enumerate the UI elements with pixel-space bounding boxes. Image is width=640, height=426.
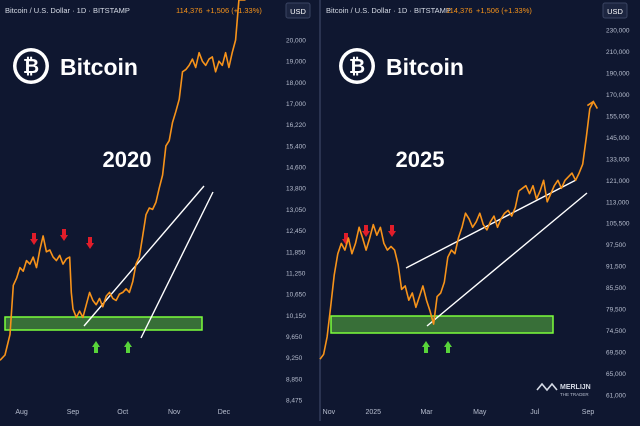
y-tick-label: 18,000: [286, 80, 306, 87]
y-tick-label: 13,050: [286, 207, 306, 214]
y-tick-label: 121,000: [606, 178, 630, 185]
x-tick-label: 2025: [365, 409, 381, 416]
brand-name: Bitcoin: [386, 54, 464, 80]
x-tick-label: Dec: [218, 409, 231, 416]
x-tick-label: May: [473, 409, 487, 416]
x-tick-label: Nov: [323, 409, 336, 416]
up-arrow-icon: [444, 341, 452, 353]
y-tick-label: 19,000: [286, 59, 306, 66]
projection-arrowhead: [586, 100, 599, 109]
down-arrow-icon: [60, 229, 68, 241]
y-tick-label: 230,000: [606, 28, 630, 35]
symbol-label: Bitcoin / U.S. Dollar · 1D · BITSTAMP: [326, 6, 451, 15]
price-series-2025: [319, 100, 599, 360]
y-tick-label: 11,250: [286, 270, 306, 277]
year-label: 2025: [396, 147, 445, 172]
y-tick-label: 145,000: [606, 135, 630, 142]
y-axis-2025: 230,000 210,000 190,000 170,000 155,000 145,0…: [606, 28, 630, 400]
y-tick-label: 9,250: [286, 355, 303, 362]
x-axis-2025: Nov 2025 Mar May Jul Sep: [323, 409, 595, 416]
red-arrows: [30, 229, 94, 249]
y-tick-label: 170,000: [606, 92, 630, 99]
y-tick-label: 10,650: [286, 292, 306, 299]
y-tick-label: 105,500: [606, 221, 630, 228]
currency-badge[interactable]: [285, 2, 311, 19]
up-arrow-icon: [92, 341, 100, 353]
up-arrow-icon: [124, 341, 132, 353]
support-zone: [330, 315, 554, 334]
down-arrow-icon: [388, 225, 396, 237]
bitcoin-logo-inner: [342, 51, 372, 81]
currency-label: USD: [290, 7, 306, 16]
y-tick-label: 190,000: [606, 70, 630, 77]
watermark-line1: MERLIJN: [560, 384, 591, 391]
chart-panel-2020: Bitcoin / U.S. Dollar · 1D · BITSTAMP 11…: [0, 0, 311, 416]
support-zone: [4, 316, 203, 331]
y-axis-2020: 20,000 19,000 18,000 17,000 16,220 15,400 14,6…: [286, 38, 306, 405]
year-label: 2020: [103, 147, 152, 172]
x-tick-label: Sep: [582, 409, 595, 416]
y-tick-label: 74,500: [606, 328, 626, 335]
y-tick-label: 210,000: [606, 49, 630, 56]
price-series-2020: [0, 0, 246, 361]
brand-name: Bitcoin: [60, 54, 138, 80]
y-tick-label: 12,450: [286, 228, 306, 235]
y-tick-label: 8,475: [286, 398, 303, 405]
currency-label: USD: [607, 7, 623, 16]
x-tick-label: Sep: [67, 409, 80, 416]
down-arrow-icon: [362, 225, 370, 237]
merlijn-logo-icon: [536, 382, 558, 392]
y-tick-label: 97,500: [606, 242, 626, 249]
y-tick-label: 91,500: [606, 264, 626, 271]
y-tick-label: 155,000: [606, 113, 630, 120]
y-tick-label: 20,000: [286, 38, 306, 45]
y-tick-label: 13,800: [286, 186, 306, 193]
y-tick-label: 9,650: [286, 334, 303, 341]
bitcoin-logo-inner: [16, 51, 46, 81]
down-arrow-icon: [86, 237, 94, 249]
green-arrows: [422, 341, 452, 353]
x-axis-2020: Aug Sep Oct Nov Dec: [15, 409, 230, 416]
y-tick-label: 16,220: [286, 122, 306, 129]
x-tick-label: Mar: [420, 409, 433, 416]
y-tick-label: 8,850: [286, 376, 303, 383]
y-tick-label: 65,000: [606, 371, 626, 378]
y-tick-label: 113,000: [606, 199, 629, 206]
price-value: 114,376: [446, 6, 473, 15]
price-change: +1,506 (+1.33%): [206, 6, 262, 15]
y-tick-label: 133,000: [606, 156, 630, 163]
symbol-label: Bitcoin / U.S. Dollar · 1D · BITSTAMP: [5, 6, 130, 15]
x-tick-label: Aug: [15, 409, 28, 416]
y-tick-label: 17,000: [286, 101, 306, 108]
watermark: MERLIJN THE TRADER: [536, 382, 591, 397]
x-tick-label: Oct: [117, 409, 128, 416]
down-arrow-icon: [30, 233, 38, 245]
price-value: 114,376: [176, 6, 203, 15]
x-tick-label: Jul: [530, 409, 539, 416]
y-tick-label: 79,500: [606, 307, 626, 314]
green-arrows: [92, 341, 132, 353]
y-tick-label: 14,600: [286, 165, 306, 172]
y-tick-label: 85,500: [606, 285, 626, 292]
y-tick-label: 15,400: [286, 143, 306, 150]
channel-lower-line: [140, 191, 214, 339]
y-tick-label: 69,500: [606, 350, 626, 357]
wedge-upper-line: [405, 179, 577, 269]
currency-badge[interactable]: [602, 2, 628, 19]
up-arrow-icon: [422, 341, 430, 353]
price-change: +1,506 (+1.33%): [476, 6, 532, 15]
y-tick-label: 11,850: [286, 249, 306, 256]
bitcoin-logo-glyph: ₿: [349, 56, 365, 78]
bitcoin-logo-glyph: ₿: [23, 56, 39, 78]
price-line: [319, 101, 595, 360]
x-tick-label: Nov: [168, 409, 181, 416]
watermark-line2: THE TRADER: [560, 392, 589, 397]
y-tick-label: 10,150: [286, 313, 306, 320]
chart-panel-2025: Bitcoin / U.S. Dollar · 1D · BITSTAMP 11…: [319, 2, 630, 416]
price-line: [0, 0, 246, 361]
y-tick-label: 61,000: [606, 393, 626, 400]
wedge-lower-line: [426, 192, 588, 327]
